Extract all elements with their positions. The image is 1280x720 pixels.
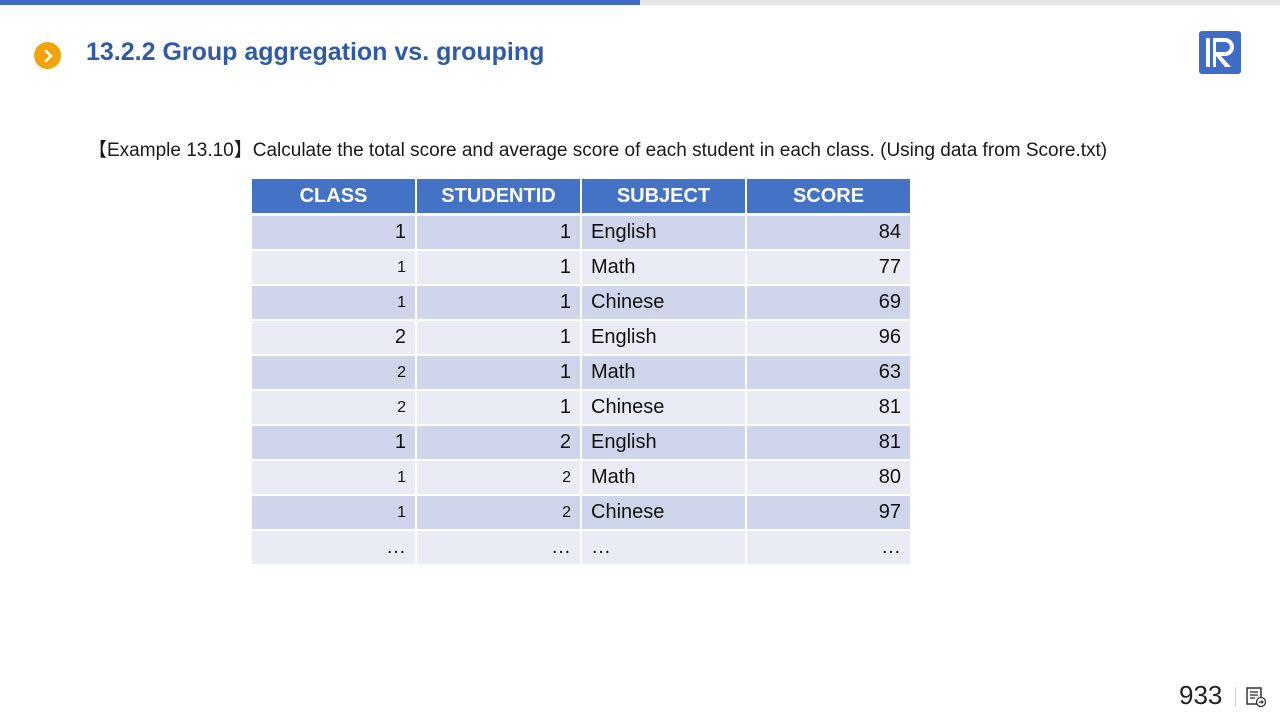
cell-subject: Math bbox=[581, 250, 747, 286]
table-row: 2 1 English 96 bbox=[252, 320, 910, 356]
cell-score: 77 bbox=[746, 250, 910, 286]
example-description: 【Example 13.10】Calculate the total score… bbox=[88, 140, 1108, 161]
chevron-right-icon bbox=[34, 42, 61, 69]
progress-track bbox=[0, 0, 1280, 5]
cell-studentid: 1 bbox=[416, 320, 582, 356]
cell-studentid: 1 bbox=[416, 250, 582, 286]
cell-studentid: 1 bbox=[416, 214, 582, 251]
cell-subject: Chinese bbox=[581, 285, 747, 321]
table-header-row: CLASS STUDENTID SUBJECT SCORE bbox=[252, 179, 910, 216]
page-title: 13.2.2 Group aggregation vs. grouping bbox=[86, 38, 545, 66]
cell-subject: English bbox=[581, 425, 747, 461]
table-row: 1 1 Math 77 bbox=[252, 250, 910, 286]
page-number: 933 bbox=[1179, 680, 1223, 710]
cell-class: 1 bbox=[252, 285, 417, 321]
brand-logo-icon bbox=[1199, 31, 1241, 74]
cell-studentid: 1 bbox=[416, 390, 582, 426]
cell-studentid: 2 bbox=[416, 425, 582, 461]
cell-class: 1 bbox=[252, 214, 417, 251]
cell-subject: Chinese bbox=[581, 495, 747, 531]
table-row: 1 2 Chinese 97 bbox=[252, 495, 910, 531]
column-header-score: SCORE bbox=[746, 179, 910, 216]
cell-studentid: 2 bbox=[416, 495, 582, 531]
table-row: 2 1 Math 63 bbox=[252, 355, 910, 391]
cell-class: 2 bbox=[252, 320, 417, 356]
cell-score: … bbox=[746, 530, 910, 566]
cell-score: 96 bbox=[746, 320, 910, 356]
cell-studentid: 1 bbox=[416, 285, 582, 321]
cell-score: 69 bbox=[746, 285, 910, 321]
cell-score: 84 bbox=[746, 214, 910, 251]
cell-score: 81 bbox=[746, 390, 910, 426]
table-row: 1 2 Math 80 bbox=[252, 460, 910, 496]
cell-score: 63 bbox=[746, 355, 910, 391]
footer-divider bbox=[1235, 687, 1236, 707]
column-header-subject: SUBJECT bbox=[581, 179, 747, 216]
cell-subject: English bbox=[581, 214, 747, 251]
cell-score: 97 bbox=[746, 495, 910, 531]
cell-subject: … bbox=[581, 530, 747, 566]
cell-subject: English bbox=[581, 320, 747, 356]
cell-class: 1 bbox=[252, 460, 417, 496]
cell-studentid: 2 bbox=[416, 460, 582, 496]
cell-subject: Math bbox=[581, 355, 747, 391]
cell-score: 81 bbox=[746, 425, 910, 461]
score-table: CLASS STUDENTID SUBJECT SCORE 1 1 Englis… bbox=[252, 179, 910, 566]
table-row: 1 1 Chinese 69 bbox=[252, 285, 910, 321]
cell-class: 2 bbox=[252, 390, 417, 426]
cell-class: 1 bbox=[252, 250, 417, 286]
cell-class: 1 bbox=[252, 425, 417, 461]
cell-class: 1 bbox=[252, 495, 417, 531]
cell-studentid: 1 bbox=[416, 355, 582, 391]
progress-fill bbox=[0, 0, 640, 5]
cell-score: 80 bbox=[746, 460, 910, 496]
cell-subject: Math bbox=[581, 460, 747, 496]
table-row: 1 1 English 84 bbox=[252, 214, 910, 251]
cell-class: … bbox=[252, 530, 417, 566]
table-row: … … … … bbox=[252, 530, 910, 566]
cell-studentid: … bbox=[416, 530, 582, 566]
column-header-class: CLASS bbox=[252, 179, 417, 216]
column-header-studentid: STUDENTID bbox=[416, 179, 582, 216]
cell-subject: Chinese bbox=[581, 390, 747, 426]
cell-class: 2 bbox=[252, 355, 417, 391]
table-row: 2 1 Chinese 81 bbox=[252, 390, 910, 426]
notes-icon[interactable] bbox=[1245, 686, 1267, 708]
table-row: 1 2 English 81 bbox=[252, 425, 910, 461]
